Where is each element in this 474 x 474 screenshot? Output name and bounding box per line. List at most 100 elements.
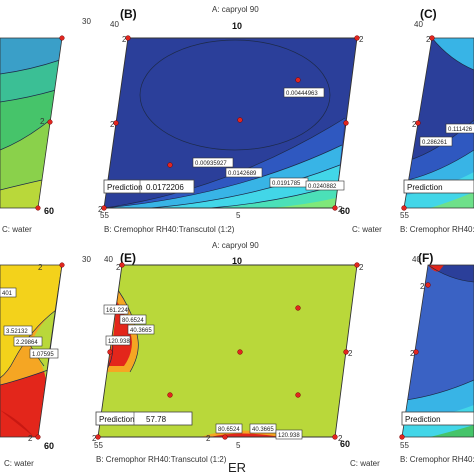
panel-e-bottom-mid-tick: 5 xyxy=(236,441,241,450)
design-point xyxy=(295,77,301,83)
panel-b-prediction-label: Prediction xyxy=(107,183,143,192)
panel-b-corner-mark: 2 xyxy=(98,205,103,214)
panel-e-contour-label: 80.6524 xyxy=(215,423,243,434)
panel-b-left-bottom-tick: 55 xyxy=(100,211,109,220)
panel-e-corner-mark: 2 xyxy=(116,263,121,272)
panel-f-corner-mark: 2 xyxy=(410,349,415,358)
panel-e-contour-label: 80.6524 xyxy=(119,314,147,325)
panel-e-top-tick: 10 xyxy=(232,256,242,266)
panel-d-corner-mark: 2 xyxy=(38,263,43,272)
design-point xyxy=(59,35,65,41)
panel-f-corner-mark: 2 xyxy=(420,282,425,291)
panel-c: (C) 40 2 2 0.111426 0.286261 Pr xyxy=(400,7,474,234)
panel-c-prediction-label: Prediction xyxy=(407,183,443,192)
design-point xyxy=(354,262,360,268)
panel-e-left-top-tick: 40 xyxy=(104,255,113,264)
panel-c-left-bottom-tick: 55 xyxy=(400,211,409,220)
design-point xyxy=(113,120,119,126)
panel-b-corner-mark: 2 xyxy=(122,35,127,44)
svg-text:0.0142689: 0.0142689 xyxy=(228,171,257,177)
panel-c-title: (C) xyxy=(420,7,437,21)
panel-d-contour-label: 3.52132 xyxy=(3,325,33,336)
panel-b-prediction-box: Prediction 0.0172206 xyxy=(103,179,195,194)
footer-label: ER xyxy=(228,460,246,474)
panel-b-contour-label: 0.0142689 xyxy=(225,167,263,178)
design-point xyxy=(237,349,243,355)
design-point xyxy=(35,205,41,211)
svg-text:0.00444963: 0.00444963 xyxy=(286,91,318,97)
design-point xyxy=(332,434,338,440)
panel-e-corner-mark: 2 xyxy=(338,434,343,443)
design-point xyxy=(343,349,349,355)
panel-b-right-bottom-tick: 60 xyxy=(340,206,350,216)
panel-f-bottom-left-label: B: Cremophor RH40:Transcut xyxy=(400,455,474,464)
design-point xyxy=(35,434,41,440)
panel-c-corner-mark: 2 xyxy=(412,120,417,129)
panel-b-left-top-tick: 40 xyxy=(110,20,119,29)
panel-b-top-axis-label: A: capryol 90 xyxy=(212,5,259,14)
panel-c-bottom-left-label: B: Cremophor RH40:Transcut xyxy=(400,225,474,234)
design-point xyxy=(167,392,173,398)
panel-e-prediction-box: Prediction 57.78 xyxy=(95,411,193,426)
panel-c-prediction-box: Prediction xyxy=(403,179,474,194)
panel-c-contour-label: 0.111426 xyxy=(445,123,474,134)
panel-c-left-top-tick: 40 xyxy=(414,20,423,29)
panel-e-contour-label: 40.3665 xyxy=(249,423,277,434)
panel-e-contour-label: 120.938 xyxy=(275,429,303,440)
panel-a-right-bottom-tick: 60 xyxy=(44,206,54,216)
svg-text:120.938: 120.938 xyxy=(278,433,300,439)
svg-text:120.938: 120.938 xyxy=(108,339,130,345)
panel-f-prediction-label: Prediction xyxy=(405,415,441,424)
svg-text:2.29864: 2.29864 xyxy=(16,340,38,346)
panel-b-corner-mark: 2 xyxy=(338,205,343,214)
panel-d-bottom-right-label: C: water xyxy=(4,459,34,468)
design-point xyxy=(332,205,338,211)
panel-f-title: (F) xyxy=(418,251,433,265)
panel-e-prediction-label: Prediction xyxy=(99,415,135,424)
svg-text:0.286261: 0.286261 xyxy=(422,140,448,146)
panel-e-contour-label: 161.224 xyxy=(103,304,128,315)
design-point xyxy=(237,117,243,123)
design-point xyxy=(429,35,435,41)
svg-text:0.00935927: 0.00935927 xyxy=(195,161,227,167)
panel-a-right-top-tick: 30 xyxy=(82,17,91,26)
svg-text:80.6524: 80.6524 xyxy=(218,427,240,433)
panel-b-bottom-left-label: B: Cremophor RH40:Transcutol (1:2) xyxy=(104,225,235,234)
design-point xyxy=(107,349,113,355)
panel-e-left-bottom-tick: 55 xyxy=(94,441,103,450)
panel-b-prediction-value: 0.0172206 xyxy=(146,183,184,192)
svg-text:1.07595: 1.07595 xyxy=(32,352,54,358)
design-point xyxy=(119,262,125,268)
svg-text:3.52132: 3.52132 xyxy=(6,329,28,335)
panel-b: (B) A: capryol 90 10 40 2 2 2 2 xyxy=(98,5,382,234)
svg-text:80.6524: 80.6524 xyxy=(122,318,144,324)
design-point xyxy=(125,35,131,41)
panel-e-corner-mark: 2 xyxy=(92,434,97,443)
panel-e-surface xyxy=(98,265,357,437)
design-point xyxy=(222,434,228,440)
design-point xyxy=(167,162,173,168)
panel-a-corner-mark: 2 xyxy=(40,117,45,126)
panel-f: (F) 40 2 2 Prediction 55 B: Cremophor RH… xyxy=(399,251,474,464)
panel-e-contour-label: 40.3665 xyxy=(127,324,155,335)
panel-b-top-tick: 10 xyxy=(232,21,242,31)
panel-e-corner-mark: 2 xyxy=(359,263,364,272)
panel-d-right-bottom-tick: 60 xyxy=(44,441,54,451)
panel-d: 30 2 2 2 401 3.52132 2.2 xyxy=(0,255,91,468)
panel-f-prediction-box: Prediction xyxy=(401,411,474,426)
panel-e-bottom-right-label: C: water xyxy=(350,459,380,468)
panel-d-right-top-tick: 30 xyxy=(82,255,91,264)
panel-e-corner-mark: 2 xyxy=(348,349,353,358)
design-point xyxy=(95,434,101,440)
svg-text:40.3665: 40.3665 xyxy=(252,427,274,433)
svg-text:0.0191785: 0.0191785 xyxy=(272,181,301,187)
svg-text:161.224: 161.224 xyxy=(106,308,128,314)
panel-d-contour-label: 1.07595 xyxy=(29,348,59,359)
panel-e-contour-label: 120.938 xyxy=(105,335,130,346)
panel-b-corner-mark: 2 xyxy=(110,120,115,129)
panel-b-contour-label: 0.0191785 xyxy=(269,177,309,188)
design-point xyxy=(59,262,65,268)
panel-e: (E) A: capryol 90 10 40 2 2 2 2 2 2 xyxy=(92,241,380,468)
panel-b-contour-label: 0.00935927 xyxy=(192,157,234,168)
